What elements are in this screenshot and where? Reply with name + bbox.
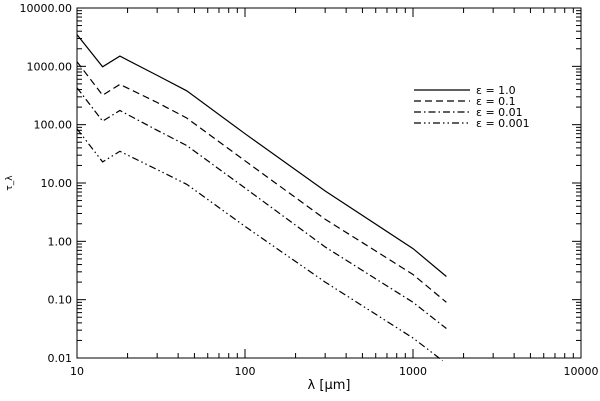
axis-ticks: [76, 8, 581, 359]
series-lines: [76, 34, 447, 362]
legend-label-2: ε = 0.1: [476, 95, 516, 108]
legend-label-4: ε = 0.001: [476, 117, 530, 130]
x-axis-label: λ [μm]: [308, 378, 351, 393]
series-line-4: [76, 128, 443, 362]
y-axis-label: τ_λ: [5, 175, 15, 191]
x-tick-label: 10: [70, 365, 84, 378]
y-tick-label: 10000.00: [20, 2, 73, 15]
y-tick-label: 0.10: [48, 294, 73, 307]
series-line-2: [76, 61, 447, 303]
plot-frame: [76, 7, 582, 359]
legend-label-3: ε = 0.01: [476, 106, 523, 119]
x-tick-label: 1000: [399, 365, 427, 378]
legend: ε = 1.0ε = 0.1ε = 0.01ε = 0.001: [414, 84, 530, 130]
series-line-1: [76, 34, 447, 277]
y-tick-label: 0.01: [48, 352, 73, 365]
legend-label-1: ε = 1.0: [476, 84, 516, 97]
x-tick-label: 10000: [564, 365, 599, 378]
y-tick-label: 10.00: [41, 177, 73, 190]
series-line-3: [76, 87, 447, 329]
y-tick-label: 1.00: [48, 235, 73, 248]
tick-labels: 10 100 1000 10000 0.01 0.10 1.00 10.00 100.00 100…: [20, 2, 599, 378]
y-tick-label: 1000.00: [27, 60, 73, 73]
y-tick-label: 100.00: [34, 119, 73, 132]
x-tick-label: 100: [235, 365, 256, 378]
